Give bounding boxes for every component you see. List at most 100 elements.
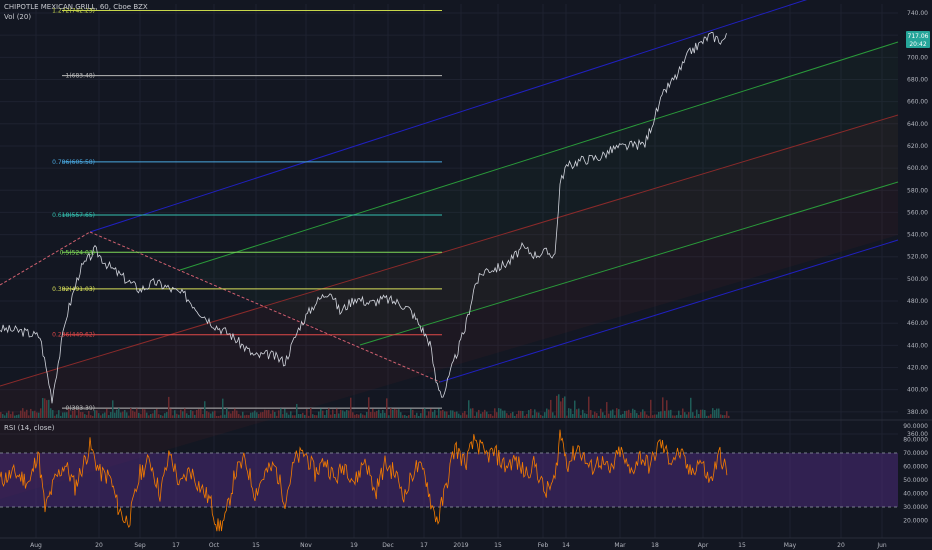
- volume-bar: [340, 409, 342, 418]
- volume-bar: [504, 410, 506, 418]
- price-tick-label: 480.00: [907, 298, 928, 305]
- volume-bar: [674, 415, 676, 418]
- volume-bar: [652, 415, 654, 418]
- volume-bar: [570, 408, 572, 418]
- volume-bar: [128, 415, 130, 418]
- volume-bar: [432, 411, 434, 418]
- price-tick-label: 640.00: [907, 121, 928, 128]
- volume-bar: [144, 409, 146, 418]
- volume-bar: [370, 411, 372, 418]
- rsi-legend: RSI (14, close): [4, 424, 55, 432]
- volume-bar: [254, 410, 256, 418]
- volume-bar: [48, 399, 50, 418]
- pitchfork-inner-lower: [359, 181, 899, 346]
- volume-bar: [60, 415, 62, 418]
- time-axis-label: 18: [651, 542, 659, 549]
- volume-bar: [532, 415, 534, 418]
- volume-bar: [250, 412, 252, 418]
- volume-bar: [574, 400, 576, 418]
- volume-bar: [346, 409, 348, 418]
- volume-bar: [690, 397, 692, 418]
- volume-bar: [530, 408, 532, 418]
- volume-bar: [96, 410, 98, 418]
- volume-bar: [492, 415, 494, 418]
- volume-bar: [402, 415, 404, 418]
- volume-bar: [166, 412, 168, 418]
- volume-bar: [40, 408, 42, 418]
- volume-bar: [100, 415, 102, 418]
- volume-bar: [596, 413, 598, 418]
- volume-bar: [122, 411, 124, 418]
- volume-bar: [648, 415, 650, 418]
- fib-level-label: 1.272(742.23): [52, 8, 95, 15]
- volume-bar: [208, 412, 210, 418]
- volume-bar: [306, 409, 308, 418]
- price-tick-label: 580.00: [907, 187, 928, 194]
- volume-bar: [372, 408, 374, 418]
- volume-bar: [374, 412, 376, 418]
- volume-bar: [486, 411, 488, 418]
- volume-bar: [270, 413, 272, 418]
- volume-bar: [430, 408, 432, 418]
- time-axis-label: Nov: [300, 542, 312, 549]
- volume-bar: [206, 411, 208, 418]
- volume-bar: [626, 410, 628, 418]
- volume-bar: [464, 411, 466, 418]
- volume-bar: [50, 408, 52, 418]
- volume-bar: [358, 414, 360, 418]
- volume-bar: [598, 415, 600, 418]
- volume-bar: [106, 408, 108, 418]
- volume-bar: [390, 408, 392, 418]
- volume-bar: [638, 414, 640, 418]
- volume-bar: [160, 414, 162, 418]
- volume-bar: [362, 414, 364, 418]
- volume-bar: [368, 397, 370, 418]
- volume-bar: [152, 413, 154, 418]
- volume-bar: [554, 415, 556, 418]
- volume-bar: [382, 409, 384, 418]
- volume-bar: [168, 396, 170, 418]
- volume-bar: [132, 410, 134, 418]
- volume-bar: [634, 409, 636, 418]
- volume-bar: [78, 409, 80, 418]
- volume-bar: [94, 410, 96, 418]
- volume-bar: [480, 413, 482, 418]
- volume-bar: [546, 408, 548, 418]
- time-axis-label: 17: [172, 542, 180, 549]
- volume-bar: [2, 414, 4, 418]
- price-tick-label: 500.00: [907, 276, 928, 283]
- volume-bar: [66, 412, 68, 418]
- volume-bar: [328, 408, 330, 418]
- volume-bar: [602, 412, 604, 418]
- time-axis-label: Sep: [134, 542, 146, 549]
- volume-bar: [510, 413, 512, 418]
- volume-bar: [72, 410, 74, 418]
- time-axis-label: Aug: [30, 542, 42, 549]
- volume-bar: [398, 409, 400, 418]
- volume-bar: [242, 411, 244, 418]
- volume-bar: [448, 414, 450, 418]
- volume-bar: [198, 409, 200, 418]
- volume-bar: [52, 410, 54, 418]
- volume-bar: [284, 408, 286, 418]
- price-tick-label: 360.00: [907, 431, 928, 438]
- volume-bar: [410, 408, 412, 418]
- volume-bar: [388, 415, 390, 418]
- volume-bar: [524, 415, 526, 418]
- volume-bar: [356, 414, 358, 418]
- volume-bar: [80, 412, 82, 418]
- volume-bar: [704, 410, 706, 418]
- volume-bar: [56, 414, 58, 418]
- volume-bar: [350, 397, 352, 418]
- volume-bar: [420, 413, 422, 418]
- volume-bar: [642, 409, 644, 418]
- pitchfork-handle-left: [0, 231, 91, 286]
- volume-bar: [496, 412, 498, 418]
- volume-bar: [134, 411, 136, 418]
- volume-bar: [422, 409, 424, 418]
- volume-bar: [630, 412, 632, 418]
- volume-bar: [542, 415, 544, 418]
- volume-bar: [146, 412, 148, 418]
- volume-bar: [712, 408, 714, 418]
